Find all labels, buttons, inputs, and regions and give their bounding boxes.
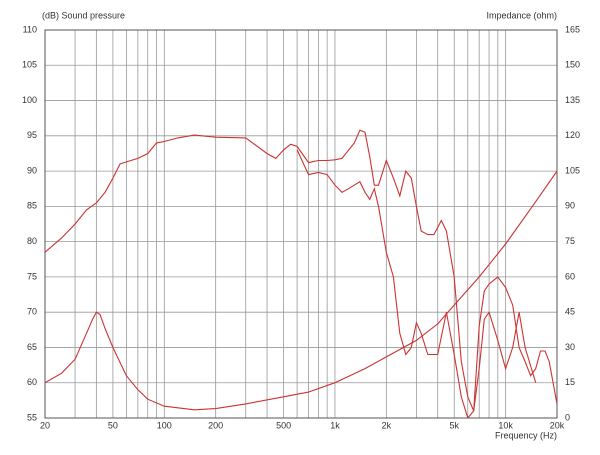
y-tick-label: 110 [23, 24, 37, 34]
y-tick-label: 65 [27, 342, 37, 352]
y2-tick-label: 45 [565, 307, 575, 317]
series-line [45, 129, 557, 412]
x-tick-label: 2k [382, 420, 392, 430]
x-tick-label: 20k [550, 420, 565, 430]
y-tick-label: 70 [27, 307, 37, 317]
y2-tick-label: 15 [565, 377, 575, 387]
x-tick-label: 20 [40, 420, 50, 430]
y2-tick-label: 135 [565, 95, 580, 105]
y2-tick-label: 120 [565, 130, 580, 140]
plot-frame [44, 29, 558, 419]
series-line [45, 170, 557, 411]
y2-tick-label: 75 [565, 236, 575, 246]
x-tick-label: 100 [157, 420, 172, 430]
y-tick-label: 95 [27, 130, 37, 140]
y-tick-label: 85 [27, 201, 37, 211]
x-tick-label: 5k [449, 420, 459, 430]
y2-tick-label: 90 [565, 201, 575, 211]
y-tick-label: 60 [27, 377, 37, 387]
y-tick-label: 105 [22, 60, 37, 70]
y-tick-label: 80 [27, 236, 37, 246]
y-axis-label: (dB) Sound pressure [42, 10, 125, 20]
y-tick-label: 55 [27, 412, 37, 422]
x-tick-label: 10k [498, 420, 513, 430]
y2-tick-label: 105 [565, 165, 580, 175]
series-line [296, 149, 537, 418]
y2-axis-label: Impedance (ohm) [486, 10, 557, 20]
x-tick-label: 500 [276, 420, 291, 430]
x-axis-label: Frequency (Hz) [495, 430, 557, 440]
y-tick-label: 90 [27, 165, 37, 175]
y-tick-label: 100 [22, 95, 37, 105]
y2-tick-label: 0 [565, 412, 570, 422]
y2-tick-label: 150 [565, 60, 580, 70]
x-tick-label: 50 [108, 420, 118, 430]
y2-tick-label: 165 [565, 24, 580, 34]
x-tick-label: 200 [208, 420, 223, 430]
y2-tick-label: 60 [565, 271, 575, 281]
y-tick-label: 75 [27, 271, 37, 281]
x-tick-label: 1k [330, 420, 340, 430]
y2-tick-label: 30 [565, 342, 575, 352]
